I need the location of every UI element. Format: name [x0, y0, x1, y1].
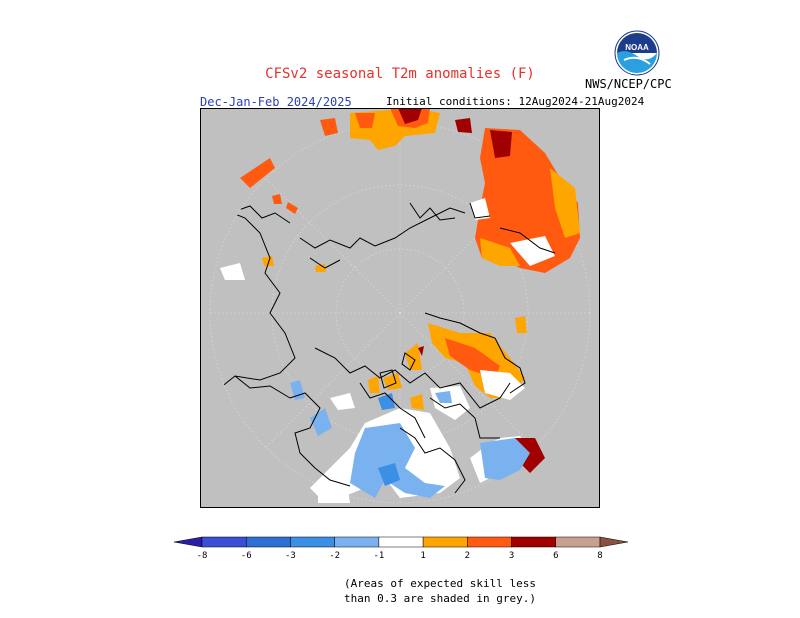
legend-tick-label: 8 [597, 551, 602, 561]
season-label: Dec-Jan-Feb 2024/2025 [200, 95, 352, 109]
legend-swatch [378, 536, 424, 548]
legend-colorbar: -8 -6 -3 -2 -1 1 2 3 6 8 [174, 536, 628, 561]
coastlines [219, 202, 556, 494]
chart-title: CFSv2 seasonal T2m anomalies (F) [265, 66, 535, 82]
agency-label: NWS/NCEP/CPC [585, 77, 672, 91]
legend-tick-label: 3 [509, 551, 514, 561]
footnote-line-2: than 0.3 are shaded in grey.) [343, 592, 537, 605]
legend-swatch [511, 536, 557, 548]
legend-tick-label: 2 [465, 551, 470, 561]
legend-tick-label: -2 [329, 551, 340, 561]
warm-anomaly-regions [220, 108, 580, 503]
noaa-logo: NOAA [614, 30, 660, 76]
initial-conditions-label: Initial conditions: 12Aug2024-21Aug2024 [386, 95, 645, 108]
legend-swatch [555, 536, 601, 548]
legend-swatch [467, 536, 512, 548]
legend-swatch [599, 536, 628, 548]
footnote: (Areas of expected skill less than 0.3 a… [310, 576, 570, 606]
legend-swatch [422, 536, 468, 548]
legend-tick-label: -1 [373, 551, 384, 561]
legend-swatch [245, 536, 291, 548]
footnote-line-1: (Areas of expected skill less [343, 577, 537, 590]
svg-text:NOAA: NOAA [625, 43, 649, 52]
legend-swatch [201, 536, 247, 548]
legend-tick-label: -8 [197, 551, 208, 561]
legend-swatch [174, 536, 203, 548]
legend-tick-label: -6 [241, 551, 252, 561]
legend-tick-label: -3 [285, 551, 296, 561]
legend-swatch [334, 536, 380, 548]
legend-tick-label: 1 [420, 551, 425, 561]
legend-tick-label: 6 [553, 551, 558, 561]
legend-swatch [290, 536, 335, 548]
polar-map [200, 108, 600, 508]
